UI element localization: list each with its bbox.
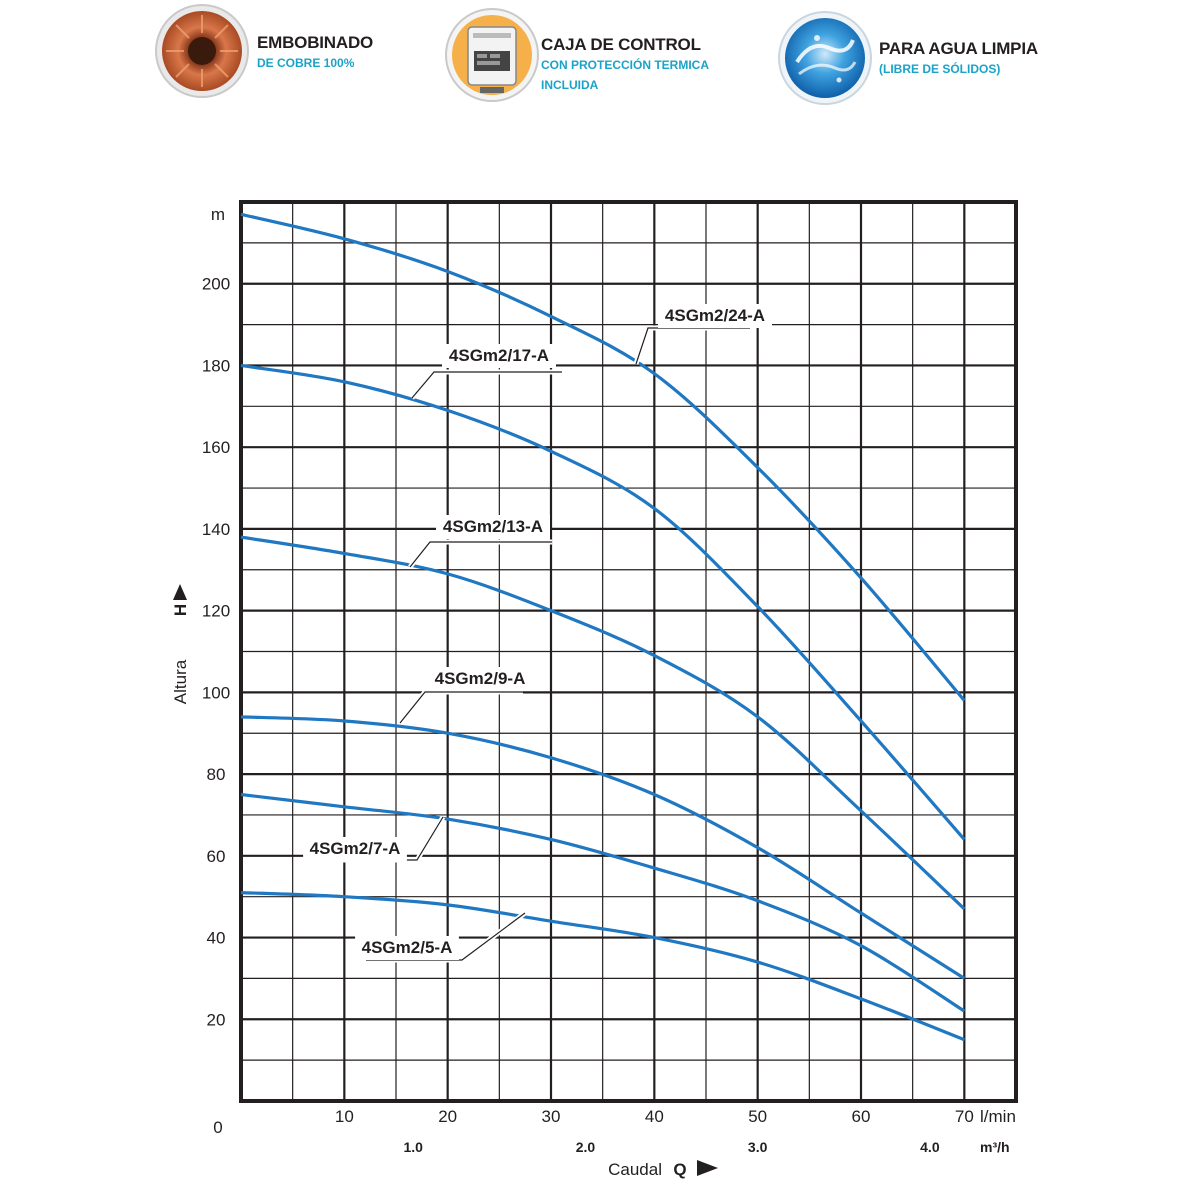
curve-label: 4SGm2/5-A <box>362 938 453 957</box>
y-axis-arrow-icon <box>173 584 187 600</box>
y-axis-title-text: Altura <box>171 659 190 704</box>
leader-line-halo <box>398 689 523 725</box>
feature-strip: EMBOBINADO DE COBRE 100% CAJA DE CONTROL… <box>0 0 1200 110</box>
y-tick-label: 40 <box>207 929 226 948</box>
x2-tick-label: 4.0 <box>920 1139 940 1155</box>
feature-title: PARA AGUA LIMPIA <box>879 39 1038 58</box>
grid-major <box>241 202 1016 1101</box>
feature-control-box: CAJA DE CONTROL CON PROTECCIÓN TERMICA I… <box>440 0 750 110</box>
series-line <box>240 363 966 841</box>
y-axis-symbol: H <box>171 604 190 616</box>
curve-label: 4SGm2/24-A <box>665 306 765 325</box>
x-axis-title: Caudal <box>608 1160 662 1179</box>
series-line <box>240 715 966 980</box>
grid-minor <box>241 202 1016 1101</box>
x-tick-label: 60 <box>852 1107 871 1126</box>
feature-subtitle: DE COBRE 100% <box>257 56 355 70</box>
x-tick-label: 20 <box>438 1107 457 1126</box>
curve-label: 4SGm2/9-A <box>435 669 526 688</box>
leader-line <box>635 327 750 365</box>
y-tick-label: 200 <box>202 275 230 294</box>
leader-line-halo <box>408 539 552 569</box>
clean-water-icon <box>778 11 872 105</box>
leader-line <box>409 541 552 568</box>
feature-title: CAJA DE CONTROL <box>541 35 701 54</box>
series-line <box>240 792 966 1013</box>
series-line <box>240 535 966 911</box>
y-tick-label: 140 <box>202 520 230 539</box>
x2-tick-label: 3.0 <box>748 1139 768 1155</box>
curve-label-plate <box>428 667 532 691</box>
x-unit-label: l/min <box>980 1107 1016 1126</box>
leader-line-halo <box>410 369 562 400</box>
y-tick-label: 120 <box>202 602 230 621</box>
feature-title: EMBOBINADO <box>257 33 374 52</box>
leader-line <box>399 691 523 724</box>
feature-subtitle: (LIBRE DE SÓLIDOS) <box>879 62 1001 76</box>
x-tick-label: 50 <box>748 1107 767 1126</box>
feature-subtitle: INCLUIDA <box>541 78 599 92</box>
curve-label: 4SGm2/13-A <box>443 517 543 536</box>
x2-tick-label: 1.0 <box>403 1139 423 1155</box>
y-tick-label: 160 <box>202 438 230 457</box>
feature-clean-water: PARA AGUA LIMPIA (LIBRE DE SÓLIDOS) <box>775 0 1065 110</box>
x-tick-label: 30 <box>542 1107 561 1126</box>
curves <box>240 212 966 1042</box>
curve-label-plate <box>355 936 459 960</box>
curve-label: 4SGm2/17-A <box>449 346 549 365</box>
origin-label: 0 <box>213 1118 222 1137</box>
series-line <box>240 890 965 1042</box>
y-tick-labels: 20 40 60 80 100 120 140 160 180 200 <box>202 275 230 1030</box>
x2-tick-labels: 1.0 2.0 3.0 4.0 <box>403 1139 939 1155</box>
y-axis-title: Altura H <box>171 584 190 704</box>
plot-frame <box>239 200 1018 1103</box>
leader-line <box>411 371 562 399</box>
curve-label-plate <box>658 304 772 328</box>
curve-label: 4SGm2/7-A <box>310 839 401 858</box>
control-box-icon <box>445 8 539 102</box>
label-leaders <box>316 325 750 963</box>
curve-label-plate <box>436 515 550 539</box>
curve-label-plate <box>303 837 407 861</box>
x2-unit-label: m³/h <box>980 1139 1010 1155</box>
y-tick-label: 80 <box>207 765 226 784</box>
x2-tick-label: 2.0 <box>576 1139 596 1155</box>
x-tick-label: 40 <box>645 1107 664 1126</box>
y-tick-label: 100 <box>202 683 230 702</box>
y-tick-label: 180 <box>202 356 230 375</box>
leader-line-halo <box>633 325 750 365</box>
x-axis-arrow-icon <box>697 1160 718 1176</box>
feature-copper-winding: EMBOBINADO DE COBRE 100% <box>150 0 420 110</box>
x-axis-symbol: Q <box>673 1160 686 1179</box>
curve-labels: 4SGm2/24-A 4SGm2/17-A 4SGm2/13-A 4SGm2/9-A 4… <box>303 304 772 960</box>
y-tick-label: 60 <box>207 847 226 866</box>
copper-winding-icon <box>155 4 249 98</box>
x-tick-label: 10 <box>335 1107 354 1126</box>
series-line <box>240 212 966 702</box>
feature-subtitle: CON PROTECCIÓN TERMICA <box>541 58 709 72</box>
x-tick-labels: 10 20 30 40 50 60 70 <box>335 1107 974 1126</box>
x-tick-label: 70 <box>955 1107 974 1126</box>
y-tick-label: 20 <box>207 1010 226 1029</box>
y-unit-label: m <box>211 205 225 224</box>
curve-label-plate <box>442 344 556 368</box>
